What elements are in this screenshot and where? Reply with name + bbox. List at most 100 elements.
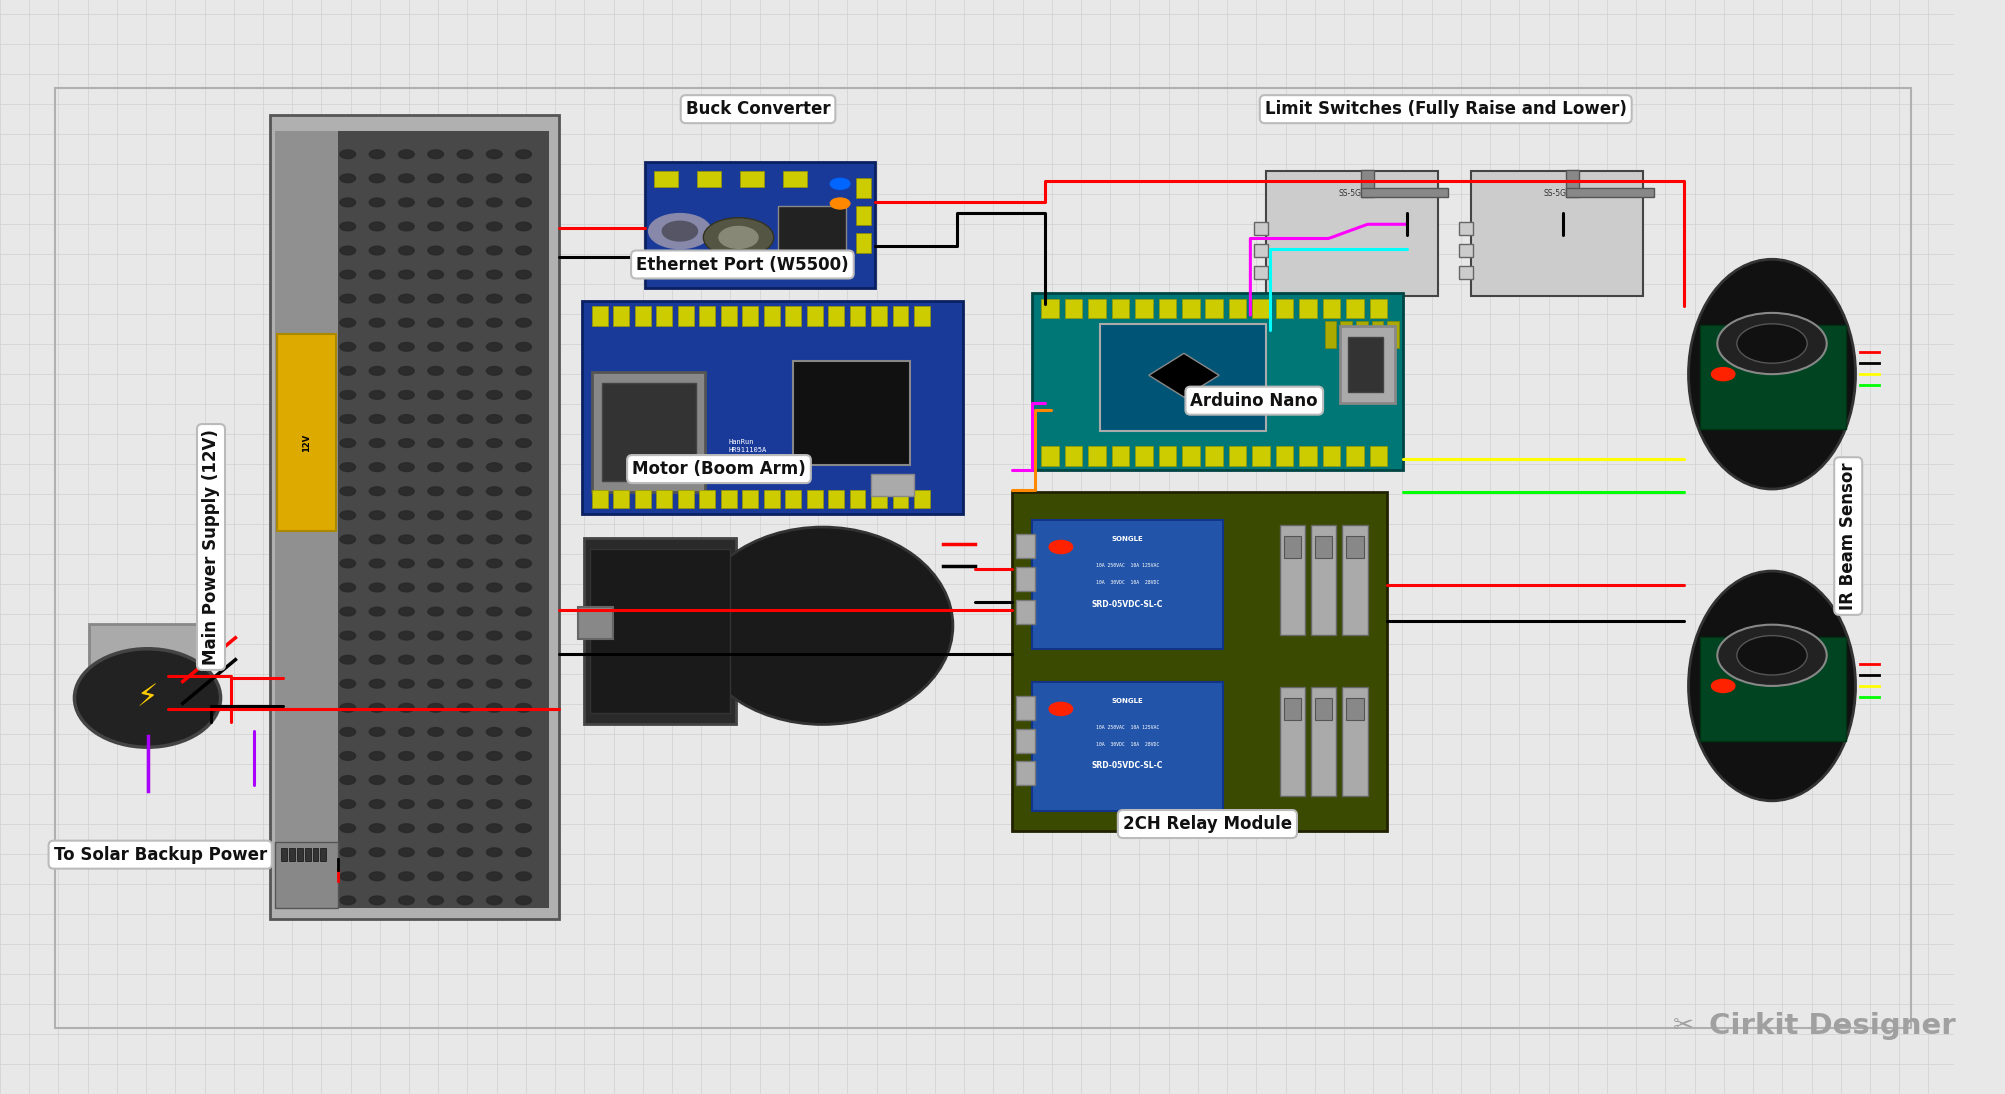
Circle shape	[487, 198, 501, 207]
Circle shape	[399, 415, 413, 423]
Bar	[914, 490, 930, 508]
Bar	[636, 306, 650, 326]
Circle shape	[487, 294, 501, 303]
Text: SONGLE: SONGLE	[1111, 536, 1143, 542]
Circle shape	[339, 679, 355, 688]
Bar	[828, 490, 844, 508]
Text: 10A  30VDC  10A  28VDC: 10A 30VDC 10A 28VDC	[1095, 742, 1159, 747]
Ellipse shape	[692, 527, 952, 724]
Bar	[1345, 698, 1363, 720]
Circle shape	[427, 150, 443, 159]
Circle shape	[457, 872, 473, 881]
Bar	[289, 848, 295, 861]
Circle shape	[339, 728, 355, 736]
Bar	[1321, 299, 1339, 318]
Bar	[1313, 536, 1331, 558]
Circle shape	[515, 511, 531, 520]
Bar	[1181, 446, 1199, 466]
Bar	[1087, 446, 1105, 466]
Bar	[1251, 446, 1269, 466]
Bar	[1031, 293, 1401, 470]
Circle shape	[515, 415, 531, 423]
Bar	[591, 372, 706, 492]
Circle shape	[515, 318, 531, 327]
Bar	[1031, 682, 1223, 811]
Circle shape	[427, 174, 443, 183]
Bar	[1111, 446, 1129, 466]
Bar	[1041, 446, 1059, 466]
Bar	[1015, 696, 1035, 720]
Circle shape	[457, 535, 473, 544]
Bar	[828, 306, 844, 326]
Circle shape	[369, 439, 385, 447]
Circle shape	[339, 800, 355, 808]
Circle shape	[487, 728, 501, 736]
Bar	[1041, 299, 1059, 318]
Circle shape	[830, 198, 850, 209]
Bar	[678, 490, 694, 508]
Circle shape	[515, 246, 531, 255]
Circle shape	[457, 848, 473, 857]
Circle shape	[399, 270, 413, 279]
Bar	[856, 178, 870, 198]
Circle shape	[1049, 540, 1073, 554]
Bar	[1698, 637, 1845, 741]
Bar	[1299, 446, 1315, 466]
Bar	[1135, 299, 1153, 318]
Circle shape	[427, 366, 443, 375]
Circle shape	[427, 752, 443, 760]
Circle shape	[1049, 702, 1073, 715]
Circle shape	[369, 463, 385, 472]
Bar	[602, 383, 696, 481]
Bar	[54, 88, 1911, 1028]
Circle shape	[662, 221, 698, 241]
Circle shape	[399, 583, 413, 592]
Circle shape	[399, 896, 413, 905]
Circle shape	[487, 463, 501, 472]
Circle shape	[427, 776, 443, 784]
Bar	[297, 848, 303, 861]
Bar	[1015, 600, 1035, 624]
Bar	[740, 171, 764, 187]
Circle shape	[339, 318, 355, 327]
Circle shape	[457, 752, 473, 760]
Bar	[1159, 299, 1175, 318]
Circle shape	[487, 752, 501, 760]
Circle shape	[339, 607, 355, 616]
Bar	[1253, 222, 1267, 235]
Circle shape	[399, 631, 413, 640]
Bar	[720, 306, 736, 326]
Circle shape	[487, 559, 501, 568]
Bar	[269, 115, 559, 919]
Text: Main Power Supply (12V): Main Power Supply (12V)	[203, 429, 221, 665]
Circle shape	[399, 150, 413, 159]
Circle shape	[515, 776, 531, 784]
Bar	[583, 538, 736, 724]
Circle shape	[515, 583, 531, 592]
Circle shape	[1736, 324, 1807, 363]
Circle shape	[399, 439, 413, 447]
Bar	[786, 490, 800, 508]
Bar	[1031, 520, 1223, 649]
Circle shape	[515, 391, 531, 399]
Circle shape	[457, 150, 473, 159]
Bar	[1566, 170, 1578, 197]
Circle shape	[487, 583, 501, 592]
Circle shape	[399, 607, 413, 616]
Bar	[1087, 299, 1105, 318]
Bar	[656, 490, 672, 508]
Circle shape	[339, 439, 355, 447]
Circle shape	[399, 174, 413, 183]
Circle shape	[487, 607, 501, 616]
Circle shape	[369, 294, 385, 303]
Bar	[313, 848, 319, 861]
Circle shape	[427, 800, 443, 808]
Circle shape	[427, 391, 443, 399]
Circle shape	[487, 703, 501, 712]
Circle shape	[457, 607, 473, 616]
Circle shape	[427, 511, 443, 520]
Circle shape	[515, 800, 531, 808]
Bar	[1205, 299, 1223, 318]
Bar	[678, 306, 694, 326]
Circle shape	[1710, 679, 1734, 693]
